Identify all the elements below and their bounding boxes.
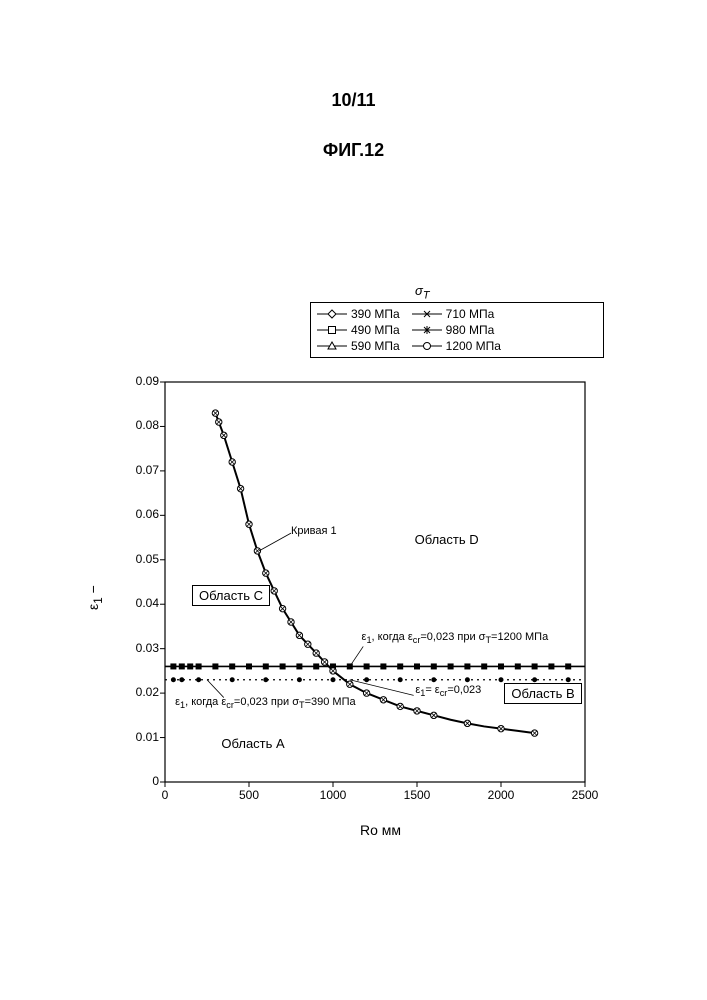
x-tick-label: 2500: [571, 788, 599, 802]
legend-box: 390 МПа 490 МПа 590 МПа 710 МПа 980 МПа 1200…: [310, 302, 604, 358]
legend-col-right: 710 МПа 980 МПа 1200 МПа: [412, 307, 501, 353]
legend-item: 980 МПа: [412, 323, 501, 337]
y-tick-label: 0.05: [121, 552, 159, 566]
hline-solid-label: ε1, когда εcr=0,023 при σT=1200 МПа: [362, 631, 549, 645]
y-tick-label: 0.08: [121, 418, 159, 432]
legend-item: 1200 МПа: [412, 339, 501, 353]
y-tick-label: 0.07: [121, 463, 159, 477]
chart-svg: [110, 362, 600, 812]
region-a-label: Область А: [215, 734, 290, 753]
y-tick-label: 0: [121, 774, 159, 788]
y-tick-label: 0.03: [121, 641, 159, 655]
region-c-label: Область С: [192, 585, 270, 606]
hline-dotted-label: ε1, когда εcr=0,023 при σT=390 МПа: [175, 696, 356, 710]
cross-label: ε1= εcr=0,023: [415, 684, 481, 698]
curve-label: Кривая 1: [291, 525, 337, 537]
y-axis-label: ε1 −: [85, 585, 105, 610]
figure-title: ФИГ.12: [0, 140, 707, 161]
y-tick-label: 0.09: [121, 374, 159, 388]
y-tick-label: 0.01: [121, 730, 159, 744]
legend-item: 490 МПа: [317, 323, 400, 337]
legend-item: 390 МПа: [317, 307, 400, 321]
x-tick-label: 2000: [487, 788, 515, 802]
legend-item: 590 МПа: [317, 339, 400, 353]
y-tick-label: 0.02: [121, 685, 159, 699]
x-tick-label: 1000: [319, 788, 347, 802]
legend-item: 710 МПа: [412, 307, 501, 321]
legend-title: σT: [415, 283, 429, 302]
x-tick-label: 500: [235, 788, 263, 802]
region-b-label: Область В: [504, 683, 581, 704]
x-axis-label: Ro мм: [360, 822, 401, 838]
legend-col-left: 390 МПа 490 МПа 590 МПа: [317, 307, 400, 353]
page: 10/11 ФИГ.12 σT 390 МПа 490 МПа 590 МПа 71…: [0, 0, 707, 1000]
x-tick-label: 1500: [403, 788, 431, 802]
x-tick-label: 0: [151, 788, 179, 802]
region-d-label: Область D: [409, 530, 485, 549]
y-tick-label: 0.06: [121, 507, 159, 521]
y-tick-label: 0.04: [121, 596, 159, 610]
page-number: 10/11: [0, 90, 707, 111]
chart: [110, 362, 600, 812]
